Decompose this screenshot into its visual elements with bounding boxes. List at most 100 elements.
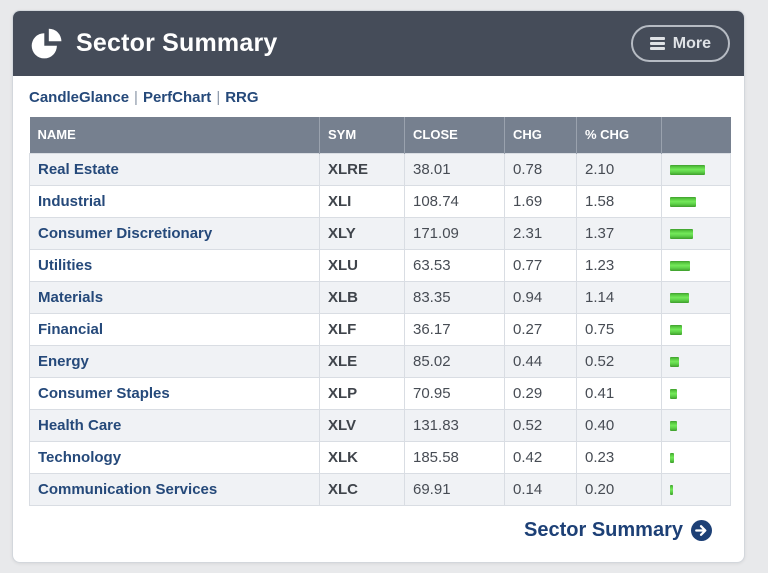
symbol-cell: XLE <box>319 345 405 378</box>
sector-name-link[interactable]: Energy <box>38 353 89 370</box>
sector-summary-link-label: Sector Summary <box>524 519 683 541</box>
sector-table-body: Real Estate XLRE 38.01 0.78 2.10 Industrial XL… <box>29 153 731 506</box>
column-header-close: CLOSE <box>404 117 505 154</box>
more-button[interactable]: More <box>630 25 730 62</box>
chg-cell: 0.42 <box>504 441 577 474</box>
pct-chg-bar-cell <box>661 249 731 282</box>
sector-summary-widget: Sector Summary More CandleGlance | PerfCha… <box>12 10 745 563</box>
more-button-label: More <box>672 34 711 52</box>
sector-table-header: NAME SYM CLOSE CHG % CHG <box>29 117 731 154</box>
sector-name-link[interactable]: Materials <box>38 289 104 306</box>
pct-chg-cell: 0.40 <box>576 409 662 442</box>
hamburger-icon <box>649 35 665 53</box>
chg-cell: 0.94 <box>504 281 577 314</box>
symbol-cell: XLP <box>319 377 405 410</box>
sector-name-link[interactable]: Health Care <box>38 417 122 434</box>
column-header-name: NAME <box>29 117 320 154</box>
pct-chg-cell: 0.52 <box>576 345 662 378</box>
chg-cell: 2.31 <box>504 217 577 250</box>
pct-chg-bar-cell <box>661 281 731 314</box>
close-cell: 70.95 <box>404 377 505 410</box>
pct-chg-bar <box>670 292 689 303</box>
pct-chg-bar <box>670 388 677 399</box>
column-header-pctchg: % CHG <box>576 117 662 154</box>
chg-cell: 0.77 <box>504 249 577 282</box>
close-cell: 69.91 <box>404 473 505 506</box>
chg-cell: 1.69 <box>504 185 577 218</box>
table-row: Consumer Discretionary XLY 171.09 2.31 1.37 <box>29 217 731 250</box>
sector-name-link[interactable]: Consumer Staples <box>38 385 170 402</box>
symbol-cell: XLV <box>319 409 405 442</box>
table-row: Health Care XLV 131.83 0.52 0.40 <box>29 409 731 442</box>
pct-chg-bar-cell <box>661 377 731 410</box>
widget-body: CandleGlance | PerfChart | RRG NAME SYM CLOS… <box>13 76 744 542</box>
pct-chg-cell: 1.58 <box>576 185 662 218</box>
pct-chg-bar <box>670 228 693 239</box>
symbol-cell: XLB <box>319 281 405 314</box>
pct-chg-bar <box>670 484 673 495</box>
table-row: Consumer Staples XLP 70.95 0.29 0.41 <box>29 377 731 410</box>
sector-summary-link[interactable]: Sector Summary <box>524 519 712 542</box>
symbol-cell: XLI <box>319 185 405 218</box>
symbol-cell: XLC <box>319 473 405 506</box>
pct-chg-bar <box>670 420 677 431</box>
link-perfchart[interactable]: PerfChart <box>142 89 212 106</box>
table-row: Utilities XLU 63.53 0.77 1.23 <box>29 249 731 282</box>
pct-chg-bar-cell <box>661 409 731 442</box>
symbol-cell: XLK <box>319 441 405 474</box>
pct-chg-bar-cell <box>661 441 731 474</box>
pct-chg-cell: 0.23 <box>576 441 662 474</box>
sector-name-link[interactable]: Consumer Discretionary <box>38 225 213 242</box>
pct-chg-bar <box>670 324 682 335</box>
pct-chg-bar-cell <box>661 345 731 378</box>
widget-header: Sector Summary More <box>13 11 744 76</box>
table-row: Technology XLK 185.58 0.42 0.23 <box>29 441 731 474</box>
link-candleglance[interactable]: CandleGlance <box>29 89 130 106</box>
close-cell: 36.17 <box>404 313 505 346</box>
pct-chg-bar <box>670 164 705 175</box>
table-row: Communication Services XLC 69.91 0.14 0.20 <box>29 473 731 506</box>
sector-name-link[interactable]: Technology <box>38 449 122 466</box>
column-header-sym: SYM <box>319 117 405 154</box>
table-row: Financial XLF 36.17 0.27 0.75 <box>29 313 731 346</box>
symbol-cell: XLY <box>319 217 405 250</box>
close-cell: 38.01 <box>404 153 505 186</box>
close-cell: 108.74 <box>404 185 505 218</box>
close-cell: 83.35 <box>404 281 505 314</box>
pct-chg-bar-cell <box>661 153 731 186</box>
pct-chg-cell: 1.23 <box>576 249 662 282</box>
sector-name-link[interactable]: Real Estate <box>38 161 119 178</box>
table-row: Energy XLE 85.02 0.44 0.52 <box>29 345 731 378</box>
link-rrg[interactable]: RRG <box>225 89 259 106</box>
close-cell: 63.53 <box>404 249 505 282</box>
pct-chg-cell: 2.10 <box>576 153 662 186</box>
pct-chg-cell: 0.75 <box>576 313 662 346</box>
table-row: Real Estate XLRE 38.01 0.78 2.10 <box>29 153 731 186</box>
chg-cell: 0.52 <box>504 409 577 442</box>
sector-name-link[interactable]: Utilities <box>38 257 93 274</box>
chg-cell: 0.78 <box>504 153 577 186</box>
sector-name-link[interactable]: Industrial <box>38 193 106 210</box>
table-row: Materials XLB 83.35 0.94 1.14 <box>29 281 731 314</box>
close-cell: 171.09 <box>404 217 505 250</box>
link-separator: | <box>134 89 138 106</box>
chg-cell: 0.44 <box>504 345 577 378</box>
sector-name-link[interactable]: Communication Services <box>38 481 218 498</box>
pct-chg-bar-cell <box>661 217 731 250</box>
symbol-cell: XLRE <box>319 153 405 186</box>
chg-cell: 0.14 <box>504 473 577 506</box>
chg-cell: 0.27 <box>504 313 577 346</box>
pct-chg-bar-cell <box>661 185 731 218</box>
arrow-right-circle-icon <box>691 520 712 541</box>
close-cell: 185.58 <box>404 441 505 474</box>
close-cell: 85.02 <box>404 345 505 378</box>
pct-chg-cell: 1.14 <box>576 281 662 314</box>
pct-chg-cell: 1.37 <box>576 217 662 250</box>
widget-title: Sector Summary <box>76 29 278 57</box>
pct-chg-bar-cell <box>661 473 731 506</box>
pct-chg-bar <box>670 356 679 367</box>
pct-chg-bar <box>670 260 690 271</box>
pie-chart-icon <box>29 26 65 62</box>
pct-chg-bar-cell <box>661 313 731 346</box>
sector-name-link[interactable]: Financial <box>38 321 104 338</box>
